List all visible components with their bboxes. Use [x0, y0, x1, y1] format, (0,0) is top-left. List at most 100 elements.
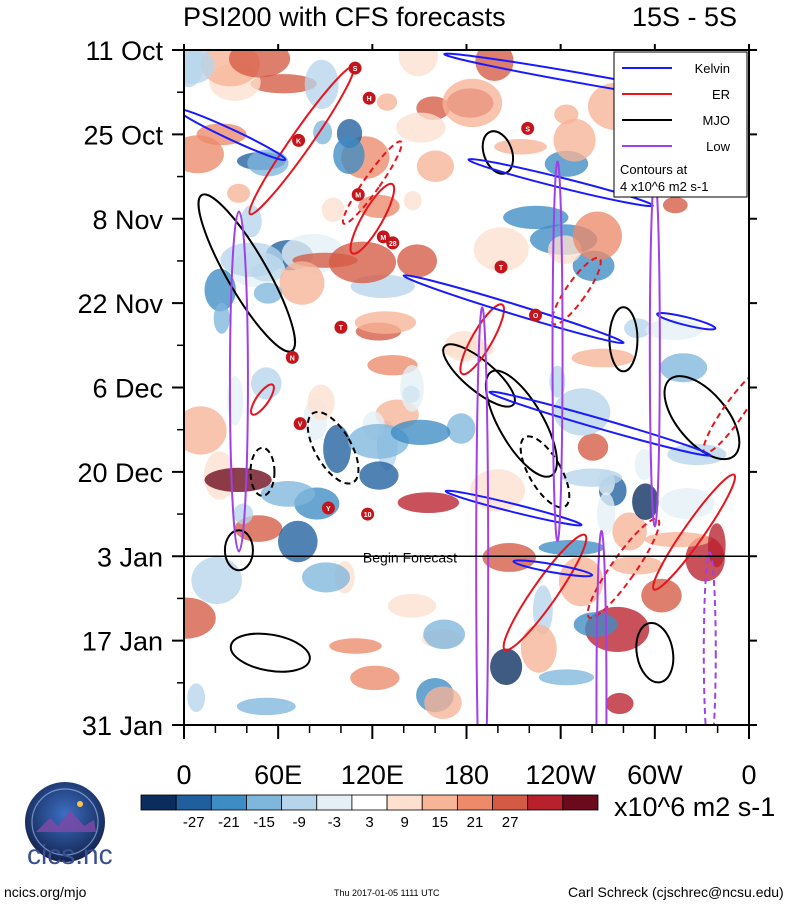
low-contour	[551, 160, 564, 543]
colorbar-tick-label: -9	[293, 814, 306, 831]
mjo-contour	[442, 343, 516, 408]
storm-marker-icon: 10	[361, 507, 375, 521]
heatmap-blob	[597, 492, 616, 535]
storm-marker-icon: S	[521, 121, 535, 135]
x-tick-label: 0	[176, 760, 191, 790]
colorbar-swatch	[386, 794, 423, 811]
colorbar-swatch	[246, 794, 283, 811]
heatmap-blob	[328, 241, 397, 284]
mjo-contour	[519, 435, 571, 509]
colorbar-tick-label: -21	[218, 814, 240, 831]
legend-box	[613, 51, 748, 198]
y-tick-label: 8 Nov	[92, 205, 163, 235]
footer-right: Carl Schreck (cjschrec@ncsu.edu)	[568, 884, 784, 900]
low-contour	[702, 551, 717, 725]
colorbar-tick-label: 21	[467, 814, 484, 831]
storm-marker-icon: N	[285, 350, 299, 364]
kelvin-contour	[402, 274, 625, 345]
x-tick-label: 60W	[627, 760, 683, 790]
mjo-contour	[229, 632, 311, 673]
storm-marker-label: S	[525, 126, 530, 133]
storm-marker-icon: K	[292, 133, 306, 147]
heatmap-blob	[577, 433, 609, 461]
heatmap-blob	[605, 692, 634, 715]
heatmap-blob	[253, 282, 283, 304]
mjo-contour	[223, 529, 254, 572]
storm-marker-icon: M	[376, 230, 390, 244]
storm-marker-icon: Y	[321, 501, 335, 515]
footer-left[interactable]: ncics.org/mjo	[4, 884, 87, 900]
heatmap-blob	[204, 467, 272, 493]
mjo-contour	[484, 369, 558, 478]
heatmap-blob	[660, 487, 715, 520]
heatmap-blob	[278, 520, 318, 563]
heatmap-blob	[490, 648, 523, 685]
heatmap-blob	[612, 512, 647, 551]
kelvin-contour	[444, 489, 583, 527]
kelvin-contour	[184, 107, 287, 162]
y-tick-label: 31 Jan	[82, 711, 163, 741]
low-contour	[475, 306, 490, 725]
heatmap-blob	[470, 469, 526, 512]
y-tick-label: 11 Oct	[85, 36, 163, 66]
heatmap-blob	[659, 353, 708, 383]
x-tick-label: 0	[741, 760, 756, 790]
colorbar-swatch	[316, 794, 353, 811]
heatmap-blob	[662, 196, 688, 214]
heatmap-blob	[547, 235, 582, 264]
chart-title: PSI200 with CFS forecasts	[183, 2, 506, 32]
colorbar-tick-label: -27	[183, 814, 205, 831]
heatmap-blob	[398, 50, 439, 77]
kelvin-contour	[512, 559, 594, 578]
heatmap-blob	[250, 367, 282, 400]
heatmap-blob	[558, 556, 604, 607]
y-tick-label: 22 Nov	[77, 289, 163, 319]
storm-marker-icon: S	[348, 61, 362, 75]
heatmap-blob	[329, 638, 382, 654]
heatmap-blob	[358, 194, 400, 218]
heatmap-blob	[302, 562, 350, 593]
colorbar-tick-label: -15	[253, 814, 275, 831]
legend-label: MJO	[703, 113, 730, 128]
forecast-start-label: Begin Forecast	[363, 549, 457, 565]
heatmap-blob	[473, 227, 529, 272]
storm-marker-label: 10	[364, 512, 372, 519]
heatmap-blob	[538, 540, 605, 556]
low-contour	[228, 210, 249, 553]
heatmap-blob	[184, 597, 216, 639]
storm-marker-icon: 28	[386, 236, 400, 250]
colorbar-swatch	[281, 794, 318, 811]
heatmap-blob	[236, 697, 296, 716]
storm-marker-icon: O	[529, 308, 543, 322]
heatmap-blob	[191, 556, 242, 605]
heatmap-blob	[416, 150, 455, 183]
colorbar-swatch	[210, 794, 247, 811]
legend-label: Kelvin	[695, 61, 730, 76]
heatmap-blob	[228, 50, 291, 78]
heatmap-blob	[279, 261, 325, 305]
er-contour	[652, 473, 737, 591]
storm-marker-label: N	[290, 355, 295, 362]
heatmap-blob	[376, 93, 398, 111]
storm-marker-label: V	[298, 422, 303, 429]
heatmap-blob	[562, 468, 623, 487]
storm-marker-icon: V	[293, 417, 307, 431]
colorbar-tick-label: 27	[502, 814, 519, 831]
cics-nc-logo	[25, 782, 105, 862]
colorbar-swatch	[421, 794, 458, 811]
heatmap-blob	[184, 406, 227, 455]
heatmap-blob	[520, 624, 557, 673]
heatmap-blob	[350, 665, 400, 691]
er-contour	[502, 533, 588, 652]
heatmap-blob	[220, 242, 284, 277]
colorbar-swatch	[562, 794, 599, 811]
y-tick-label: 6 Dec	[92, 374, 163, 404]
heatmap-blob	[634, 449, 654, 481]
logo-text: cics.nc	[27, 839, 113, 870]
heatmap-blob	[400, 364, 424, 412]
heatmap-blob	[571, 348, 635, 368]
region-label: 15S - 5S	[632, 2, 738, 32]
heatmap-blob	[354, 311, 417, 334]
